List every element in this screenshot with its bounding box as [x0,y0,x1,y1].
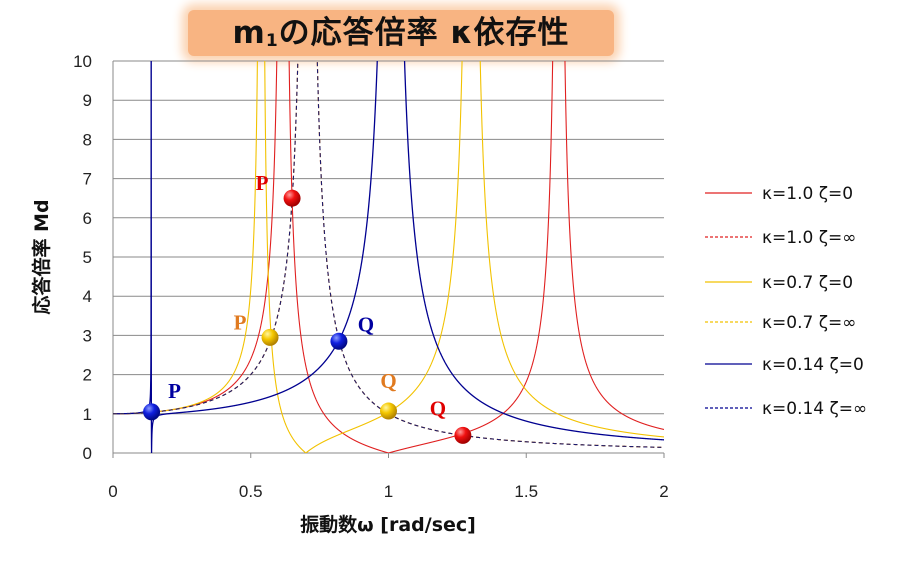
y-tick-label: 10 [73,52,92,71]
y-tick-label: 7 [83,170,92,189]
y-tick-label: 9 [83,91,92,110]
gridlines [113,60,664,454]
marker-points: P Q P Q P Q [143,171,472,444]
x-axis-label: 振動数ω [rad/sec] [300,513,476,536]
x-tick-label: 1 [384,482,393,501]
title-background [188,10,614,56]
legend-label: κ=1.0 ζ=∞ [762,228,856,248]
x-tick-label: 0.5 [239,482,263,501]
point-label: P [256,171,269,195]
y-tick-label: 2 [83,366,92,385]
data-point-marker [261,328,279,346]
legend-label: κ=1.0 ζ=0 [762,184,853,204]
x-tick-label: 2 [659,482,668,501]
title-main: m [232,15,266,51]
x-tick-label: 1.5 [514,482,538,501]
legend-label: κ=0.7 ζ=∞ [762,313,856,333]
title-rest: の応答倍率 κ依存性 [278,15,570,51]
y-tick-label: 1 [83,405,92,424]
y-tick-label: 4 [83,287,92,306]
series-line [113,61,664,448]
point-label: Q [380,369,396,393]
y-axis-label: 応答倍率 Md [30,199,53,314]
data-point-marker [283,189,301,207]
data-point-marker [454,426,472,444]
point-label: P [168,379,181,403]
y-tick-label: 3 [83,326,92,345]
chart-title: m1の応答倍率 κ依存性 [188,10,614,56]
title-subscript: 1 [265,31,279,51]
y-tick-label: 6 [83,209,92,228]
point-label: Q [358,312,374,336]
point-label: P [234,310,247,334]
y-tick-label: 5 [83,248,92,267]
series-curves [113,61,664,453]
legend-label: κ=0.14 ζ=∞ [762,399,867,419]
data-point-marker [330,332,348,350]
legend-label: κ=0.14 ζ=0 [762,355,864,375]
data-point-marker [380,402,397,420]
legend: κ=1.0 ζ=0 κ=1.0 ζ=∞ κ=0.7 ζ=0 κ=0.7 ζ=∞ κ=0.… [705,184,867,419]
axes: 0 1 2 3 4 5 6 7 8 9 10 0 0.5 1 1.5 2 [73,52,669,501]
y-tick-label: 0 [83,444,92,463]
x-tick-label: 0 [108,482,117,501]
point-label: Q [430,396,446,420]
legend-label: κ=0.7 ζ=0 [762,273,853,293]
data-point-marker [143,403,161,421]
y-tick-label: 8 [83,130,92,149]
